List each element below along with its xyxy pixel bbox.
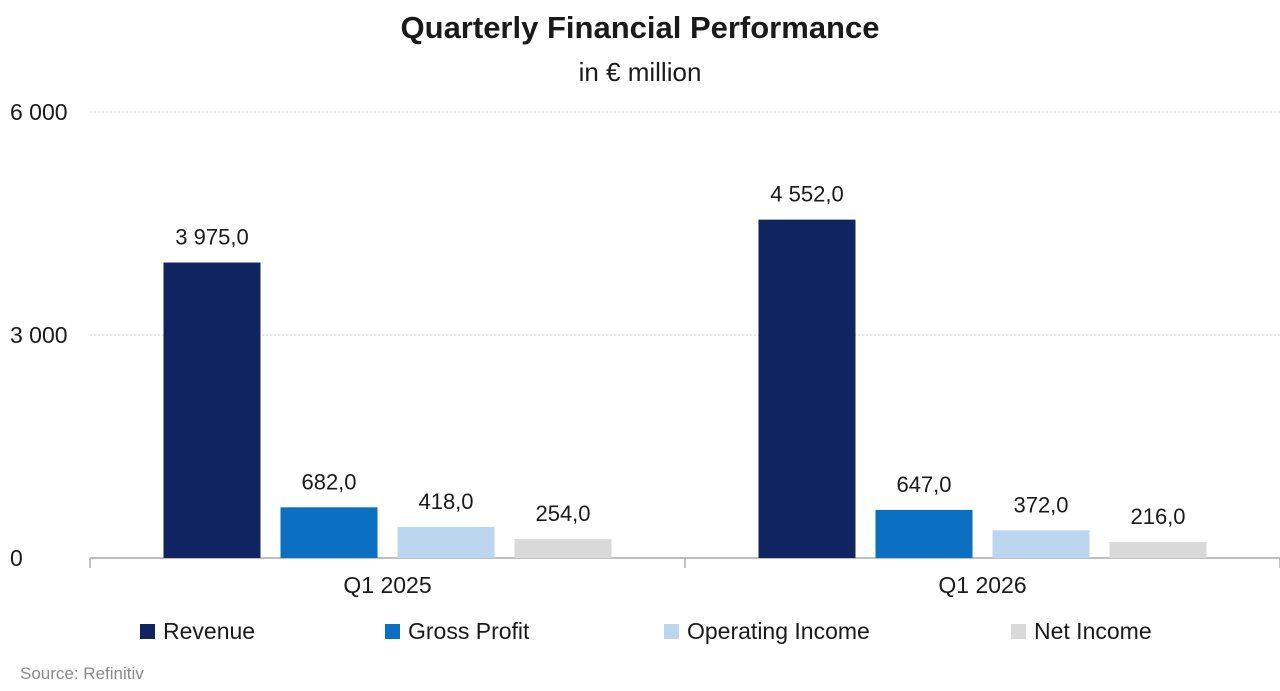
legend-label-operating-income: Operating Income — [687, 618, 870, 644]
bar-net-income — [514, 539, 612, 558]
chart-subtitle: in € million — [578, 57, 702, 87]
legend-label-net-income: Net Income — [1034, 618, 1152, 644]
x-tick-label: Q1 2026 — [938, 572, 1026, 598]
chart-plot: 0 3 000 6 000 3 975,0 682,0 418,0 254,0 Q1 2025… — [10, 99, 1280, 598]
legend-item-revenue: Revenue — [140, 618, 255, 645]
y-tick-label: 3 000 — [10, 322, 68, 348]
data-label: 682,0 — [301, 469, 356, 494]
bar-gross-profit — [280, 507, 378, 558]
bar-operating-income — [397, 526, 495, 558]
legend-label-revenue: Revenue — [163, 618, 256, 644]
legend-swatch-revenue — [140, 624, 155, 639]
y-tick-label: 0 — [10, 545, 23, 571]
x-tick-label: Q1 2025 — [343, 572, 431, 598]
bar-net-income — [1109, 541, 1207, 558]
chart-legend: Revenue Gross Profit Operating Income Ne… — [0, 618, 1280, 648]
legend-item-operating-income: Operating Income — [664, 618, 870, 645]
legend-label-gross-profit: Gross Profit — [408, 618, 530, 644]
source-note: Source: Refinitiv — [20, 664, 144, 683]
bar-operating-income — [992, 530, 1090, 558]
data-label: 4 552,0 — [770, 182, 843, 207]
data-label: 418,0 — [418, 489, 473, 514]
legend-swatch-net-income — [1011, 624, 1026, 639]
data-label: 3 975,0 — [175, 225, 248, 250]
data-label: 216,0 — [1130, 504, 1185, 529]
data-label: 254,0 — [535, 501, 590, 526]
y-tick-label: 6 000 — [10, 99, 68, 125]
bar-revenue — [163, 262, 261, 558]
legend-swatch-gross-profit — [385, 624, 400, 639]
bar-gross-profit — [875, 509, 973, 558]
chart-title: Quarterly Financial Performance — [400, 10, 880, 45]
data-label: 647,0 — [896, 472, 951, 497]
legend-item-net-income: Net Income — [1011, 618, 1152, 645]
bar-revenue — [758, 219, 856, 558]
legend-item-gross-profit: Gross Profit — [385, 618, 529, 645]
data-label: 372,0 — [1013, 492, 1068, 517]
legend-swatch-operating-income — [664, 624, 679, 639]
